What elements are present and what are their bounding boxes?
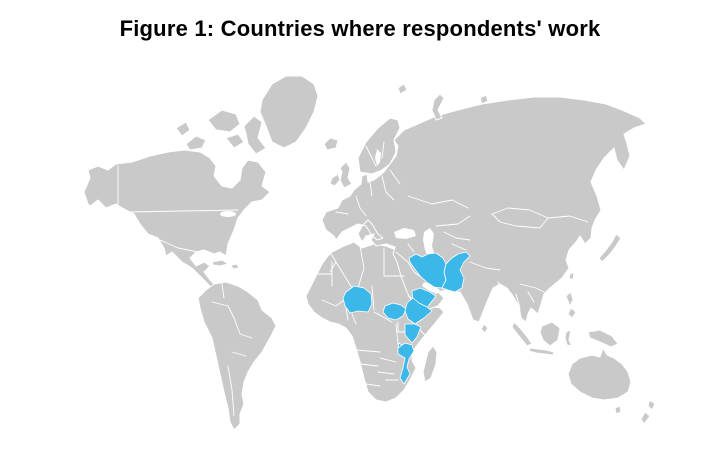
- landmasses: [83, 75, 656, 431]
- island-philippines-north: [565, 291, 574, 307]
- persian-gulf: [422, 282, 440, 294]
- country-niger: [342, 285, 373, 314]
- island-banks: [175, 121, 191, 137]
- figure-title: Figure 1: Countries where respondents' w…: [119, 16, 601, 41]
- island-borneo: [539, 321, 561, 347]
- island-sumatra: [511, 321, 533, 347]
- island-java: [528, 347, 555, 356]
- island-baffin: [243, 115, 267, 155]
- island-philippines-south: [567, 307, 577, 319]
- island-new-guinea: [587, 329, 619, 348]
- island-ellesmere: [207, 109, 241, 133]
- highlighted-countries: [342, 251, 471, 385]
- island-taiwan: [568, 271, 575, 281]
- country-south-sudan: [382, 302, 407, 321]
- caspian-sea: [423, 228, 435, 260]
- great-lakes: [220, 211, 236, 217]
- continent-australia: [567, 347, 632, 401]
- continent-north-america: [83, 149, 271, 293]
- island-hispaniola: [230, 263, 240, 270]
- island-tasmania: [614, 405, 622, 415]
- country-borders: [117, 141, 589, 417]
- island-svalbard: [397, 83, 408, 95]
- gulf-of-bothnia: [375, 149, 381, 166]
- country-pakistan: [441, 251, 471, 293]
- island-sri-lanka: [480, 323, 489, 334]
- island-iceland: [323, 137, 339, 151]
- inland-water: [220, 149, 440, 294]
- island-new-zealand-south: [640, 411, 651, 425]
- island-japan: [598, 233, 622, 263]
- country-mozambique: [397, 342, 415, 385]
- island-new-zealand-north: [647, 399, 656, 411]
- island-novaya-zemlya: [431, 93, 445, 121]
- island-madagascar: [422, 345, 438, 383]
- country-ethiopia: [404, 297, 433, 325]
- island-cuba: [211, 259, 229, 267]
- island-victoria: [185, 135, 207, 151]
- continent-south-america: [197, 281, 277, 431]
- country-kenya: [404, 323, 422, 344]
- island-southampton: [225, 133, 245, 149]
- black-sea: [394, 228, 416, 239]
- island-greenland: [259, 75, 319, 149]
- island-great-britain: [339, 161, 353, 189]
- island-severnaya: [479, 94, 489, 105]
- region-scandinavia: [357, 117, 401, 175]
- island-ireland: [329, 173, 341, 187]
- continent-eurasia: [321, 96, 647, 323]
- island-sulawesi: [564, 329, 573, 347]
